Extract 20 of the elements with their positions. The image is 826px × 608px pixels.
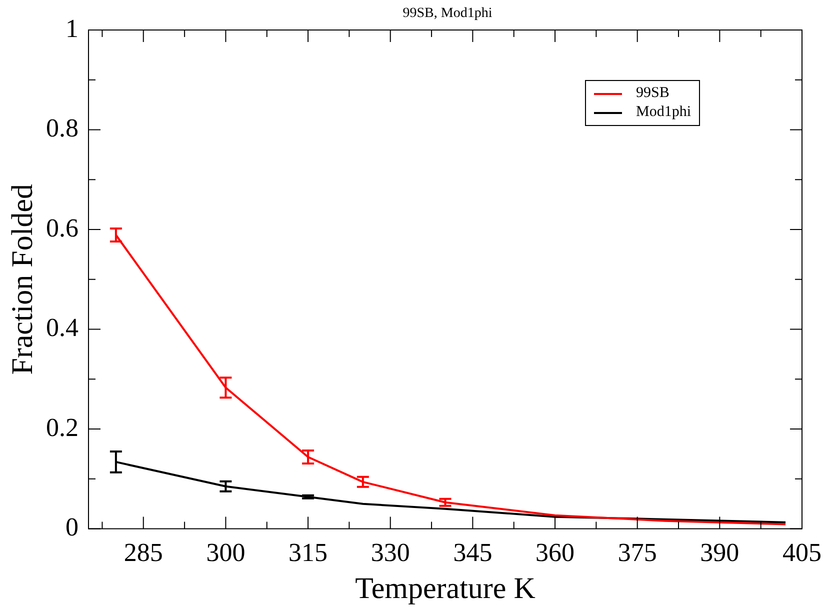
- y-tick-label: 0.2: [46, 412, 78, 442]
- x-tick-label: 300: [206, 538, 246, 568]
- legend-label: Mod1phi: [636, 104, 692, 121]
- x-axis-title: Temperature K: [355, 572, 536, 605]
- legend-label: 99SB: [636, 85, 670, 102]
- chart-title: 99SB, Mod1phi: [402, 6, 494, 22]
- x-tick-label: 285: [124, 538, 163, 568]
- x-tick-label: 315: [288, 538, 328, 568]
- y-axis-title: Fraction Folded: [6, 184, 39, 375]
- y-tick-label: 0.6: [46, 213, 78, 242]
- x-tick-label: 375: [618, 538, 657, 568]
- x-tick-label: 360: [536, 538, 575, 568]
- y-tick-label: 0.8: [46, 114, 78, 143]
- x-tick-label: 345: [453, 538, 492, 568]
- y-tick-label: 0: [66, 512, 78, 542]
- x-tick-label: 330: [370, 538, 410, 568]
- x-tick-label: 390: [700, 538, 740, 568]
- x-tick-label: 405: [782, 538, 822, 568]
- y-tick-label: 1: [66, 14, 78, 43]
- y-tick-label: 0.4: [46, 313, 78, 342]
